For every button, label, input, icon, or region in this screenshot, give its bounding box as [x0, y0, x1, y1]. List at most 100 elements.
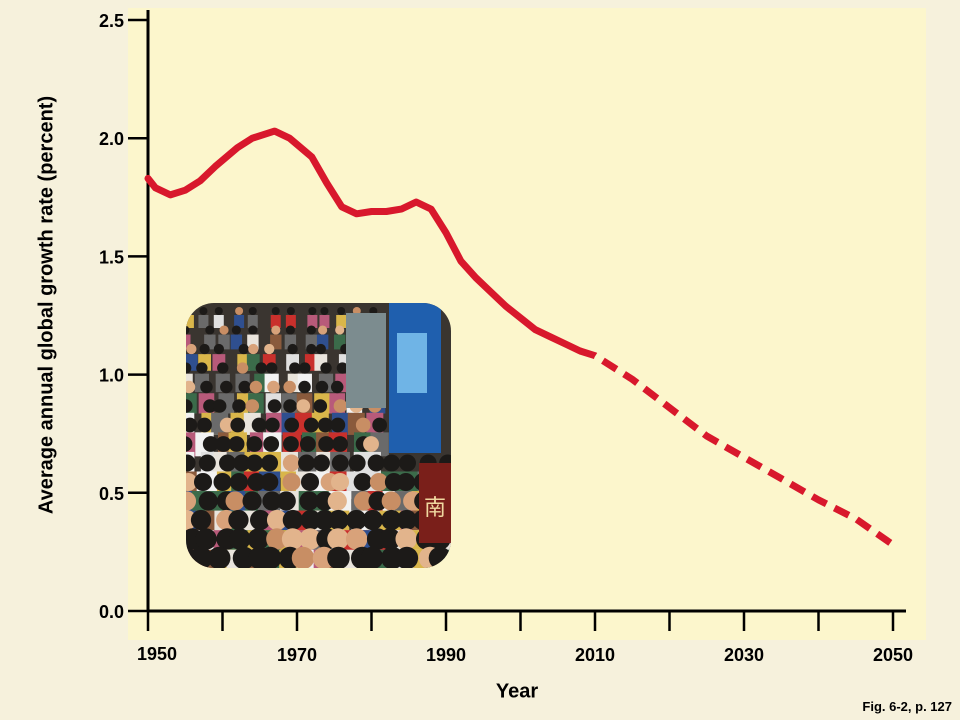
- crowd-person-head: [198, 491, 218, 511]
- crowd-person-body: [186, 334, 191, 350]
- crowd-person-head: [203, 399, 217, 413]
- crowd-person-head: [337, 307, 346, 315]
- crowd-person-body: [234, 315, 245, 328]
- crowd-person-head: [238, 380, 251, 394]
- y-tick-label: 1.0: [99, 366, 124, 386]
- crowd-person-head: [330, 472, 350, 492]
- crowd-person-head: [318, 436, 335, 452]
- crowd-person-head: [379, 528, 401, 550]
- y-tick-label: 2.0: [99, 129, 124, 149]
- crowd-person-body: [285, 315, 296, 328]
- crowd-person-body: [336, 315, 347, 328]
- crowd-person-head: [345, 528, 368, 550]
- crowd-person-head: [260, 472, 279, 492]
- crowd-person-head: [328, 509, 349, 531]
- crowd-person-head: [285, 325, 295, 335]
- crowd-person-head: [202, 436, 219, 452]
- x-tick-label: 2010: [575, 645, 615, 665]
- crowd-person-head: [282, 454, 300, 472]
- crowd-person-head: [225, 491, 245, 511]
- crowd-person-head: [267, 399, 282, 413]
- crowd-person-body: [213, 315, 224, 328]
- crowd-person-head: [186, 380, 196, 394]
- x-tick-label: 2030: [724, 645, 764, 665]
- crowd-person-head: [281, 528, 304, 550]
- crowd-person-body: [230, 334, 243, 350]
- crowd-person-head: [381, 491, 401, 511]
- crowd-person-head: [236, 362, 249, 374]
- x-tick-label: 1950: [137, 644, 177, 664]
- crowd-person-body: [284, 334, 297, 350]
- crowd-person-head: [331, 454, 349, 472]
- crowd-person-head: [355, 417, 371, 433]
- crowd-person-head: [363, 436, 379, 452]
- crowd-person-head: [262, 491, 282, 511]
- crowd-person-head: [346, 509, 367, 531]
- crowd-person-body: [316, 334, 329, 350]
- crowd-person-head: [213, 343, 225, 355]
- crowd-person-head: [396, 472, 415, 492]
- crowd-person-head: [282, 509, 304, 531]
- crowd-person-head: [186, 325, 190, 335]
- crowd-person-head: [197, 417, 212, 433]
- crowd-person-head: [238, 343, 249, 355]
- crowd-person-head: [266, 528, 288, 550]
- historical-growth-line: [144, 127, 584, 355]
- crowd-person-head: [267, 380, 280, 394]
- crowd-person-body: [198, 315, 209, 328]
- crowd-person-head: [333, 399, 348, 413]
- crowd-person-head: [186, 362, 192, 374]
- crowd-person-head: [289, 362, 301, 374]
- crowd-person-head: [248, 307, 257, 315]
- crowd-person-head: [264, 417, 280, 433]
- crowd-person-head: [248, 343, 259, 355]
- crowd-person-body: [307, 315, 318, 328]
- crowd-person-head: [282, 436, 299, 452]
- crowd-person-head: [312, 454, 330, 472]
- crowd-person-body: [247, 315, 258, 328]
- crowd-person-body: [270, 315, 281, 328]
- crowd-person-head: [231, 325, 241, 335]
- x-axis-label: Year: [495, 680, 539, 703]
- crowd-person-head: [196, 362, 208, 374]
- crowd-person-head: [300, 472, 320, 492]
- crowd-person-head: [320, 307, 329, 315]
- crowd-person-head: [306, 343, 317, 355]
- crowd-person-head: [186, 491, 197, 511]
- crowd-person-head: [367, 454, 385, 472]
- crowd-person-head: [383, 454, 401, 472]
- y-axis-label: Average annual global growth rate (perce…: [35, 95, 58, 515]
- crowd-person-head: [219, 325, 229, 335]
- crowd-person-head: [353, 491, 374, 511]
- crowd-person-head: [286, 307, 295, 315]
- crowd-person-head: [249, 509, 271, 531]
- crowd-person-head: [271, 307, 280, 315]
- crowd-person-head: [299, 436, 316, 452]
- crowd-person-head: [381, 509, 402, 531]
- crowd-photo: 南: [186, 303, 451, 568]
- crowd-person-head: [247, 528, 270, 550]
- crowd-person-head: [327, 491, 347, 511]
- crowd-person-body: [186, 315, 194, 328]
- crowd-person-head: [229, 528, 251, 550]
- crowd-person-head: [200, 380, 213, 394]
- crowd-person-head: [313, 399, 328, 413]
- crowd-person-head: [318, 325, 328, 335]
- crowd-person-head: [247, 472, 266, 492]
- x-tick-label: 1990: [426, 645, 466, 665]
- crowd-person-head: [219, 454, 236, 472]
- x-tick-label: 1970: [277, 645, 317, 665]
- crowd-person-head: [282, 472, 301, 492]
- crowd-person-head: [271, 325, 281, 335]
- crowd-person-head: [299, 528, 321, 550]
- crowd-person-head: [332, 436, 348, 452]
- crowd-person-head: [348, 454, 366, 472]
- crowd-person-head: [308, 307, 317, 315]
- crowd-person-head: [242, 491, 262, 511]
- crowd-person-head: [335, 325, 345, 335]
- crowd-person-head: [228, 436, 245, 452]
- crowd-person-head: [215, 436, 232, 452]
- crowd-person-head: [299, 491, 319, 511]
